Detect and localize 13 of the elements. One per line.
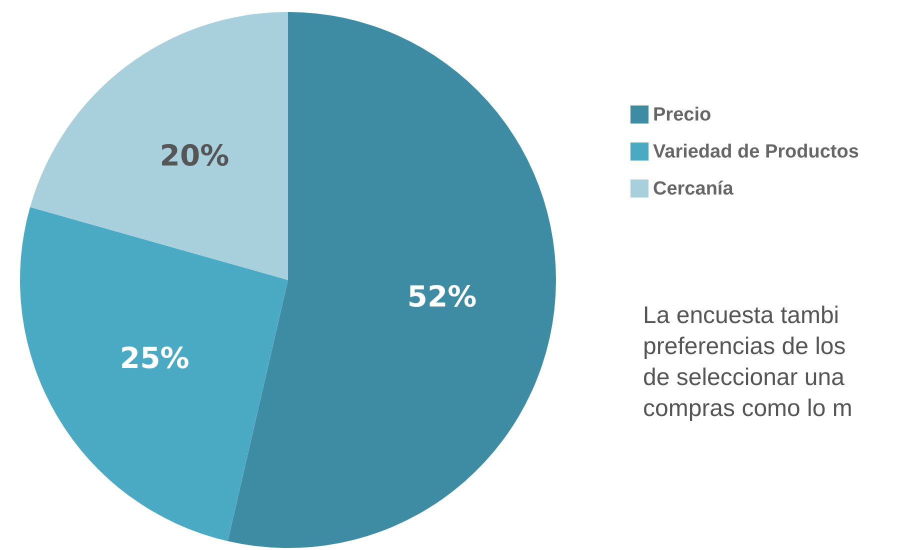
text: preferencias de los bbox=[643, 332, 847, 362]
legend-label: Variedad de Productos bbox=[653, 142, 859, 162]
pie-slice bbox=[30, 12, 288, 280]
pie-slice bbox=[228, 12, 556, 548]
legend-label: Cercanía bbox=[653, 178, 734, 200]
data-label: 52% bbox=[407, 280, 477, 314]
data-label: 20% bbox=[160, 138, 230, 172]
legend-label: Precio bbox=[653, 104, 712, 126]
pie-slice bbox=[20, 207, 288, 542]
text: compras como lo m bbox=[643, 394, 852, 424]
data-label: 25% bbox=[120, 340, 190, 375]
text: La encuesta tambi bbox=[643, 301, 840, 331]
text: de seleccionar una bbox=[643, 363, 846, 393]
